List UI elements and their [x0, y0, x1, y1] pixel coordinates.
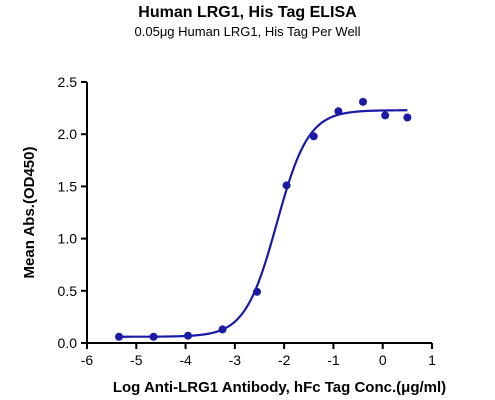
data-point	[218, 325, 227, 334]
data-point	[403, 113, 412, 122]
y-tick-label: 0.0	[58, 335, 78, 351]
x-tick-label: -1	[327, 352, 340, 368]
y-tick-label: 1.5	[58, 178, 78, 194]
x-tick-label: 1	[428, 352, 436, 368]
x-tick-label: -6	[81, 352, 94, 368]
data-point	[309, 132, 318, 141]
data-point	[381, 111, 390, 120]
x-tick-label: -5	[130, 352, 143, 368]
x-tick-label: -2	[278, 352, 291, 368]
data-point	[149, 332, 158, 341]
y-axis-title: Mean Abs.(OD450)	[21, 147, 38, 279]
y-tick-label: 0.5	[58, 283, 78, 299]
x-axis-title: Log Anti-LRG1 Antibody, hFc Tag Conc.(μg…	[113, 379, 446, 396]
x-axis-ticks: -6 -5 -4 -3 -2 -1 0 1	[81, 343, 436, 368]
y-tick-label: 2.0	[58, 126, 78, 142]
data-point	[359, 97, 367, 106]
data-point	[282, 181, 291, 190]
x-tick-label: -3	[229, 352, 242, 368]
chart-subtitle: 0.05μg Human LRG1, His Tag Per Well	[134, 24, 361, 39]
axes	[86, 82, 432, 344]
chart-title: Human LRG1, His Tag ELISA	[138, 4, 357, 21]
data-point	[115, 332, 124, 341]
x-tick-label: -4	[179, 352, 192, 368]
y-tick-label: 1.0	[58, 231, 78, 247]
fit-curve	[119, 109, 408, 338]
data-point	[334, 107, 343, 116]
data-points	[115, 97, 412, 341]
data-point	[184, 331, 193, 340]
y-axis-ticks: 0.0 0.5 1.0 1.5 2.0 2.5	[58, 74, 87, 351]
x-tick-label: 0	[379, 352, 387, 368]
data-point	[253, 287, 262, 296]
y-tick-label: 2.5	[58, 74, 78, 90]
